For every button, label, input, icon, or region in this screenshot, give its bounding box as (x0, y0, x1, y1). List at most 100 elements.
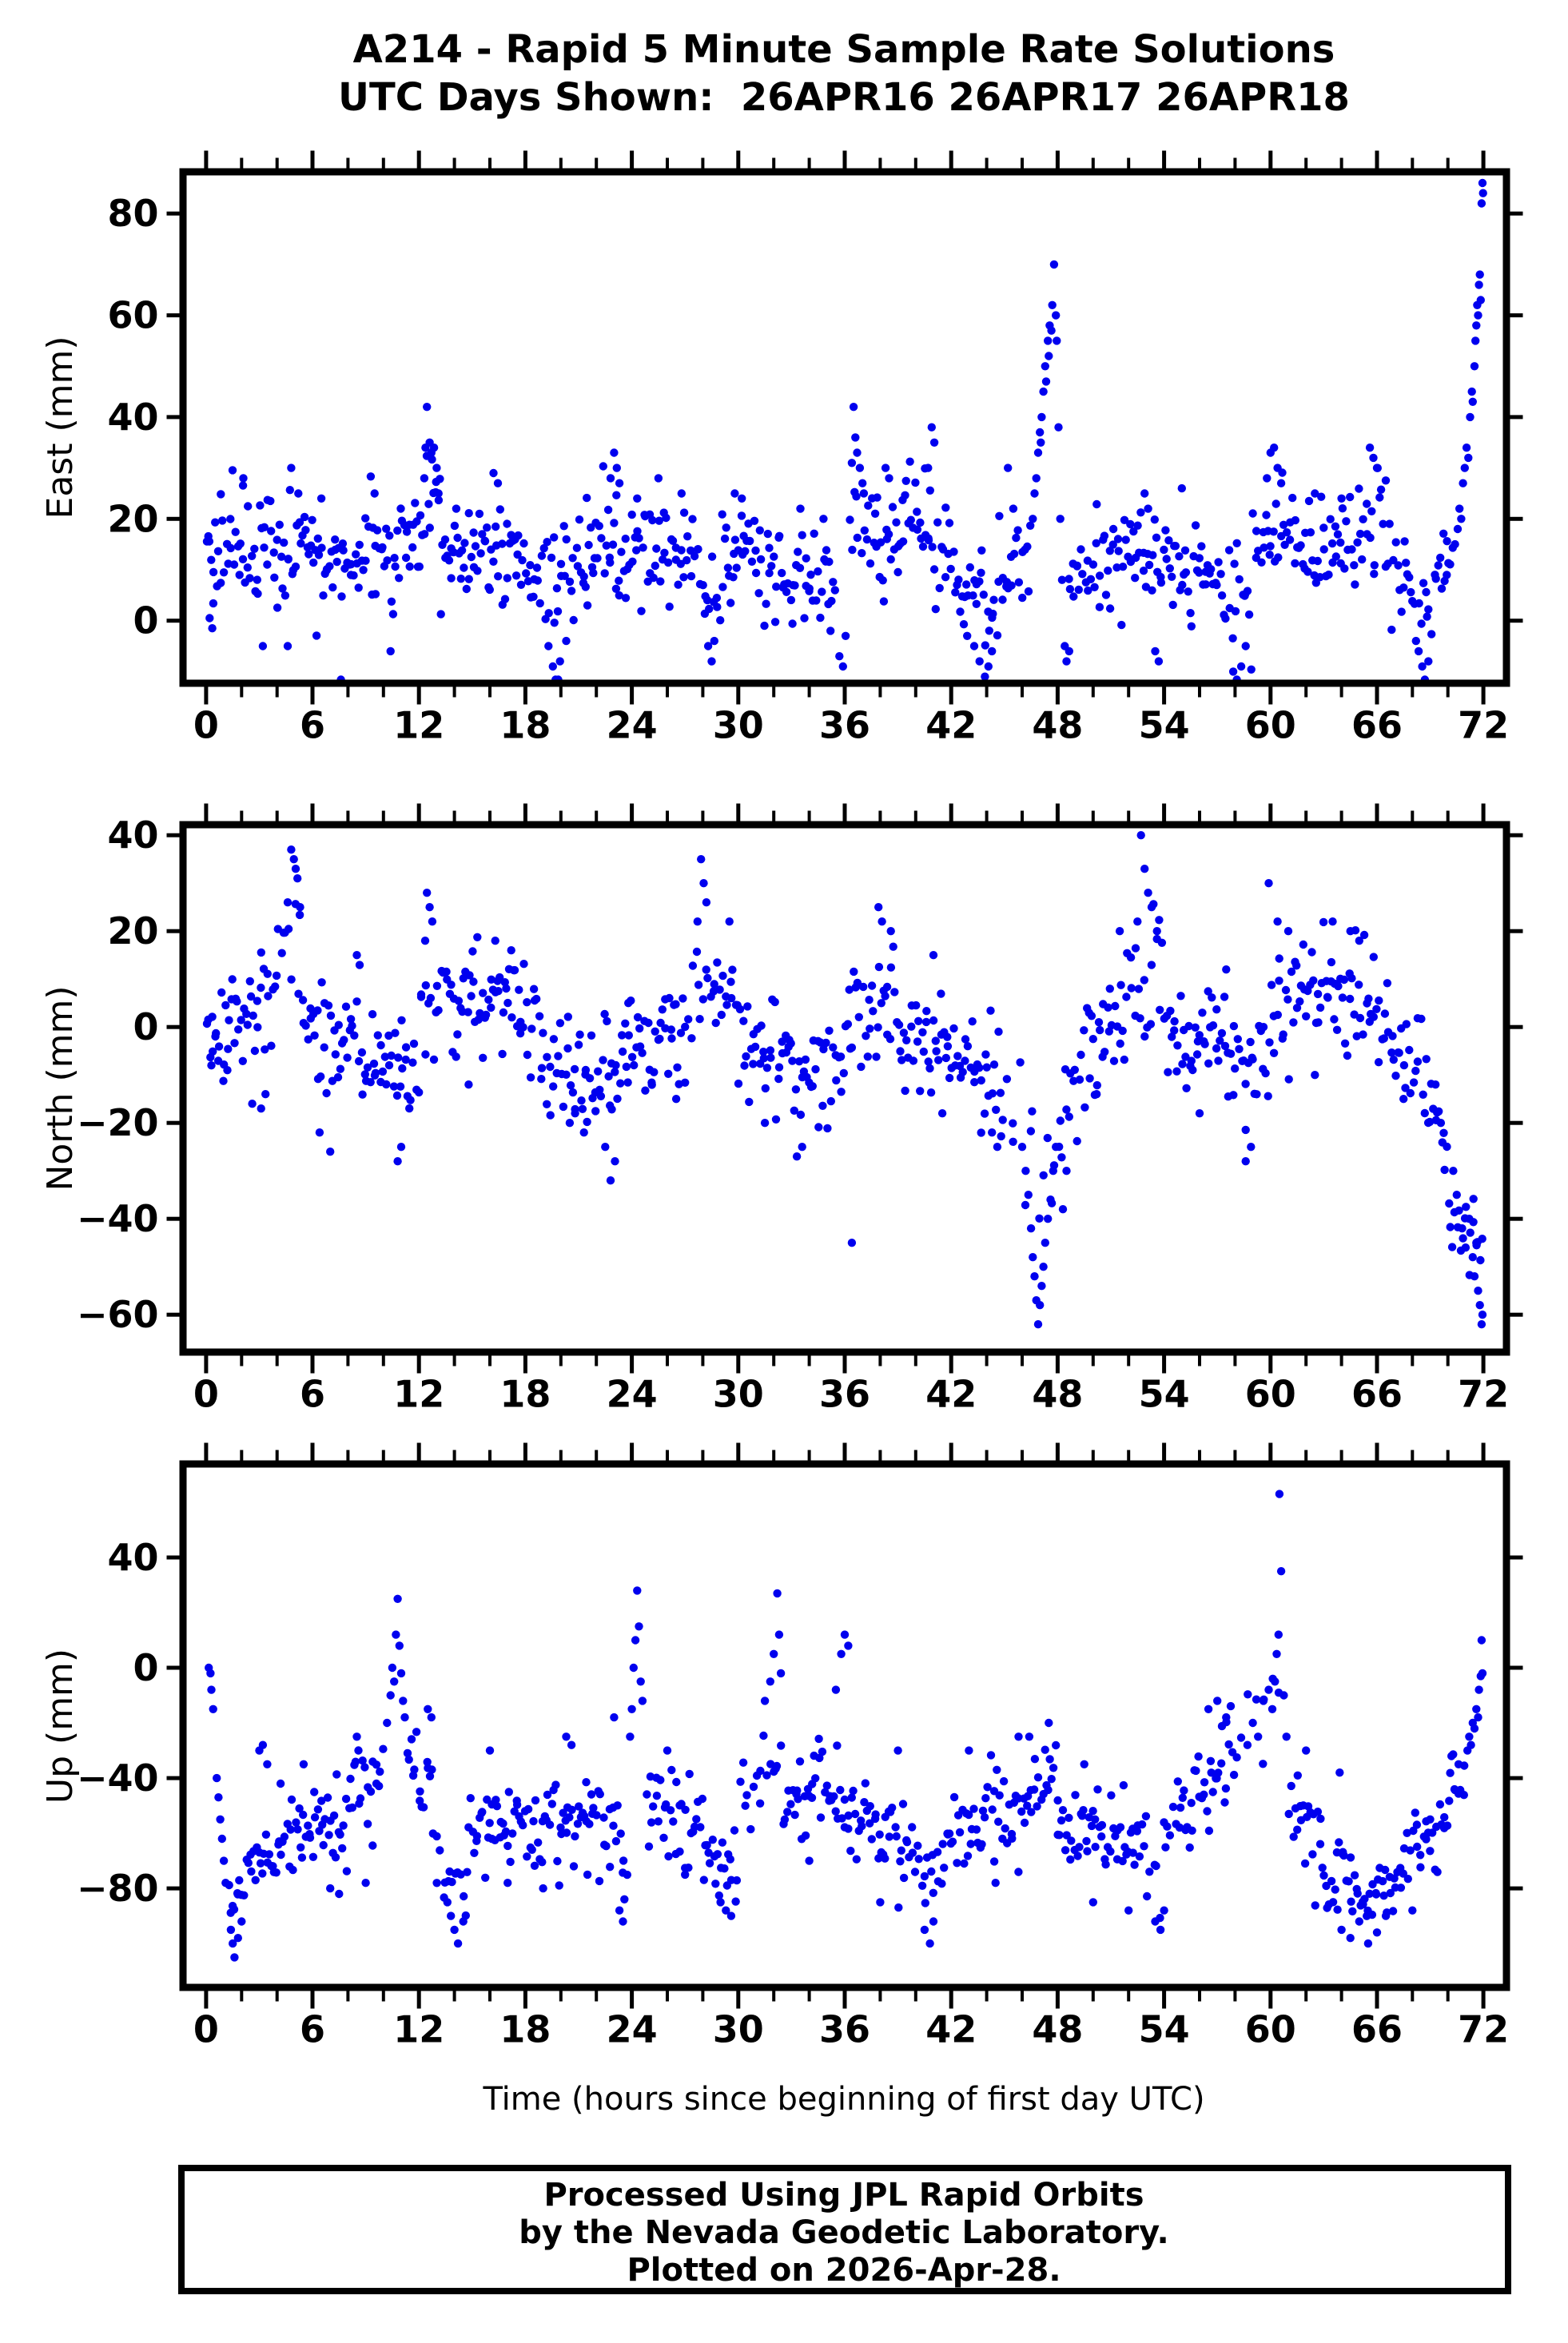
data-point (1364, 994, 1373, 1003)
data-point (798, 1143, 806, 1152)
data-point (1165, 1831, 1175, 1840)
data-point (386, 646, 395, 656)
data-point (569, 615, 578, 625)
data-point (1381, 476, 1391, 485)
data-point (1164, 536, 1173, 545)
data-point (320, 1043, 328, 1052)
data-point (1265, 551, 1274, 559)
data-point (929, 1888, 938, 1897)
data-point (1228, 634, 1237, 642)
data-point (267, 527, 276, 535)
data-point (1394, 561, 1403, 570)
data-point (300, 512, 309, 522)
data-point (283, 898, 293, 907)
data-point (862, 535, 872, 544)
data-point (1139, 567, 1148, 575)
data-point (476, 549, 485, 558)
data-point (296, 1843, 305, 1852)
data-point (1170, 1026, 1179, 1035)
data-point (1337, 1925, 1346, 1935)
data-point (1041, 1745, 1049, 1754)
data-point (1088, 560, 1098, 569)
data-point (1172, 1067, 1181, 1076)
data-point (1021, 1200, 1030, 1210)
data-point (500, 978, 509, 987)
data-point (425, 903, 434, 912)
data-point (436, 475, 444, 483)
data-point (770, 997, 779, 1007)
data-point (230, 1953, 239, 1962)
data-point (1328, 917, 1337, 926)
data-point (238, 481, 248, 490)
data-point (1311, 1901, 1319, 1910)
data-point (660, 548, 669, 557)
data-point (916, 1087, 925, 1096)
x-tick-label: 18 (499, 2008, 551, 2051)
data-point (722, 1906, 730, 1915)
data-point (214, 1042, 224, 1051)
x-tick-label: 48 (1032, 1373, 1083, 1416)
data-point (428, 455, 436, 464)
data-point (616, 1079, 625, 1088)
data-point (352, 550, 360, 559)
data-point (603, 505, 613, 515)
data-point (1085, 1074, 1094, 1083)
data-point (1074, 585, 1084, 595)
data-point (1150, 515, 1160, 524)
data-point (876, 1898, 885, 1907)
data-point (687, 1034, 696, 1043)
data-point (716, 1898, 725, 1907)
x-tick-label: 18 (499, 704, 551, 747)
data-point (980, 1109, 989, 1118)
data-point (453, 1939, 463, 1948)
data-point (717, 1010, 726, 1020)
data-point (333, 1072, 343, 1082)
data-point (898, 1800, 908, 1808)
data-point (1222, 1712, 1231, 1722)
data-point (730, 535, 740, 544)
data-point (1036, 428, 1045, 437)
data-point (1355, 484, 1363, 493)
data-point (444, 556, 454, 565)
data-point (544, 609, 553, 618)
data-point (1379, 1034, 1389, 1043)
data-point (361, 1879, 370, 1888)
data-point (1140, 489, 1149, 498)
data-point (814, 1123, 823, 1132)
data-point (1397, 607, 1406, 616)
data-point (671, 1095, 681, 1104)
data-point (1017, 1143, 1027, 1152)
data-point (742, 1791, 751, 1800)
data-point (582, 1778, 591, 1787)
data-point (1178, 580, 1187, 590)
data-point (730, 489, 739, 498)
data-point (600, 1009, 609, 1019)
data-point (844, 1824, 853, 1833)
data-point (556, 559, 566, 568)
x-tick-label: 0 (193, 704, 219, 747)
data-point (599, 1813, 608, 1822)
data-point (567, 587, 576, 595)
data-point (1366, 533, 1375, 543)
data-point (1476, 1255, 1485, 1265)
data-point (1065, 575, 1073, 583)
data-point (270, 573, 279, 582)
data-point (382, 1080, 391, 1089)
data-point (1402, 1020, 1411, 1028)
data-point (953, 1859, 961, 1868)
data-point (423, 403, 432, 412)
data-point (504, 1788, 513, 1796)
data-point (593, 554, 602, 563)
data-point (606, 474, 615, 483)
data-point (261, 1090, 270, 1099)
data-point (399, 1697, 408, 1705)
data-point (567, 1740, 576, 1749)
data-point (1318, 1864, 1327, 1872)
data-point (1065, 1813, 1073, 1822)
data-point (1029, 1785, 1039, 1794)
data-point (278, 584, 287, 593)
data-point (1365, 1889, 1374, 1898)
data-point (434, 1006, 443, 1015)
data-point (613, 1801, 622, 1810)
data-point (777, 1741, 786, 1750)
